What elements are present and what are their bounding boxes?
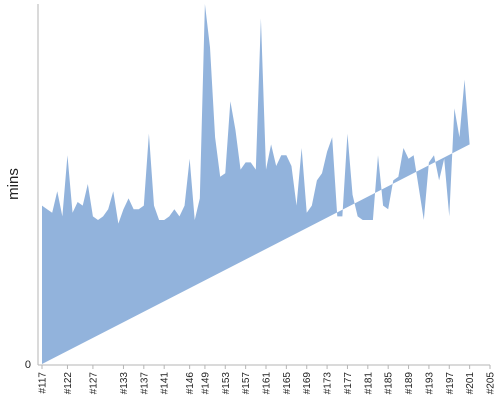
- x-tick-label: #193: [424, 372, 435, 395]
- x-tick-label: #149: [200, 372, 211, 395]
- x-tick-label: #169: [302, 372, 313, 395]
- x-tick-label: #181: [363, 372, 374, 395]
- x-tick-label: #161: [262, 372, 273, 395]
- x-tick-label: #205: [486, 372, 497, 395]
- x-tick-label: #157: [241, 372, 252, 395]
- x-tick-label: #173: [323, 372, 334, 395]
- x-tick-label: #201: [465, 372, 476, 395]
- x-tick-label: #117: [38, 372, 49, 394]
- x-tick-label: #137: [139, 372, 150, 395]
- x-tick-label: #146: [185, 372, 196, 395]
- x-tick-label: #122: [63, 372, 74, 395]
- x-tick-label: #141: [160, 372, 171, 395]
- y-axis-label: mins: [5, 168, 22, 200]
- series-area: [42, 4, 470, 364]
- x-tick-label: #133: [119, 372, 130, 395]
- x-tick-label: #177: [343, 372, 354, 395]
- x-tick-label: #189: [404, 372, 415, 395]
- x-tick-label: #153: [221, 372, 232, 395]
- y-tick-label: 0: [25, 359, 31, 371]
- plot-area: [42, 4, 470, 364]
- x-tick-label: #127: [88, 372, 99, 395]
- x-tick-label: #197: [445, 372, 456, 395]
- x-ticks: #117 #122 #127 #133 #137 #141 #146 #149 #153 #157…: [38, 365, 497, 394]
- x-tick-label: #165: [282, 372, 293, 395]
- x-tick-label: #185: [384, 372, 395, 395]
